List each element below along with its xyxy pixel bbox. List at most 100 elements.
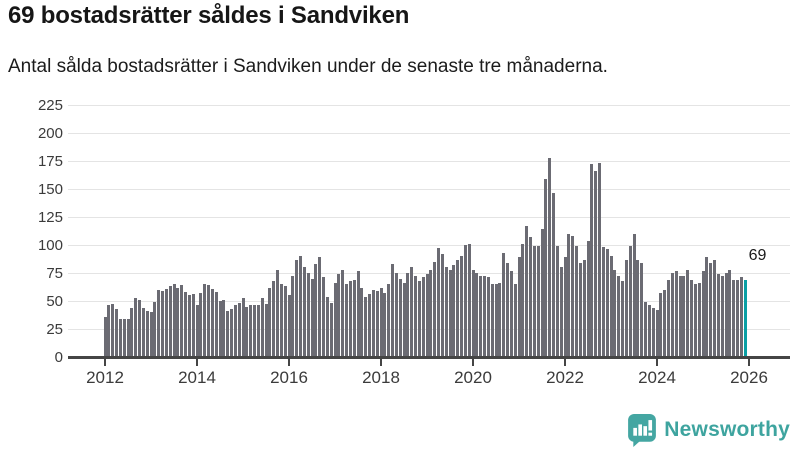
bar <box>222 299 226 357</box>
bar <box>601 247 605 357</box>
bar <box>352 279 356 357</box>
bar <box>115 308 118 357</box>
bar <box>138 299 141 357</box>
bar <box>295 259 299 357</box>
bar <box>705 257 709 357</box>
bar <box>636 259 640 357</box>
bar <box>230 308 233 357</box>
bar <box>471 269 475 357</box>
bar <box>184 292 187 357</box>
x-axis-tick <box>288 359 290 366</box>
bar <box>605 249 609 357</box>
bar <box>709 262 713 357</box>
bar <box>655 309 659 357</box>
bar <box>245 306 249 357</box>
x-axis-tick <box>748 359 750 366</box>
bar <box>486 277 490 357</box>
bar <box>502 252 506 357</box>
bar <box>670 273 674 357</box>
y-axis-label: 125 <box>37 208 63 226</box>
bar <box>176 287 180 357</box>
bar <box>302 267 306 357</box>
chart-title: 69 bostadsrätter såldes i Sandviken <box>8 2 410 29</box>
bar <box>387 284 391 357</box>
bar <box>141 307 145 357</box>
bar <box>582 259 586 357</box>
bar <box>191 294 195 357</box>
bar <box>130 307 134 357</box>
bar <box>337 274 341 357</box>
y-axis-label: 100 <box>37 236 63 254</box>
bar <box>739 277 743 357</box>
y-axis-label: 150 <box>37 180 63 198</box>
bar <box>701 270 705 357</box>
bar <box>268 287 272 357</box>
bar <box>513 284 517 357</box>
bar <box>728 269 732 357</box>
x-axis-label: 2016 <box>270 368 308 387</box>
y-axis-label: 225 <box>37 96 63 114</box>
bar <box>697 283 701 357</box>
gridline <box>68 188 790 190</box>
bar <box>310 278 314 357</box>
bar <box>287 295 291 357</box>
bar <box>463 245 467 357</box>
bar <box>345 284 348 357</box>
gridline <box>68 244 790 246</box>
last-value-label: 69 <box>748 246 767 264</box>
bar <box>713 259 716 357</box>
bar <box>552 193 555 357</box>
bar <box>678 276 682 357</box>
bar <box>149 312 153 357</box>
bar <box>341 269 345 357</box>
y-axis-label: 0 <box>54 348 63 366</box>
x-axis-label: 2024 <box>638 368 676 387</box>
bar <box>559 267 563 357</box>
bar <box>494 284 498 357</box>
bar <box>318 257 322 357</box>
bar <box>716 274 720 357</box>
y-axis-label: 175 <box>37 152 63 170</box>
bar <box>429 269 433 357</box>
bar <box>207 285 210 357</box>
bar <box>276 269 279 357</box>
bar <box>532 246 536 357</box>
bar <box>375 290 379 357</box>
bar <box>575 246 578 357</box>
bar <box>456 259 460 357</box>
chart-subtitle: Antal sålda bostadsrätter i Sandviken un… <box>8 56 608 77</box>
bar <box>233 305 237 357</box>
bar <box>483 276 486 357</box>
bar <box>621 280 624 357</box>
bar <box>122 318 126 357</box>
newsworthy-logo-text: Newsworthy <box>664 418 790 441</box>
bar <box>690 279 693 357</box>
bar <box>379 287 383 357</box>
gridline <box>68 272 790 274</box>
newsworthy-logo-icon <box>628 413 657 447</box>
bar <box>299 256 302 357</box>
bar <box>272 280 276 357</box>
bar <box>360 287 364 357</box>
bar <box>651 307 655 357</box>
bar <box>628 246 632 357</box>
bar <box>647 305 651 357</box>
bar <box>598 163 601 357</box>
bar <box>383 293 387 357</box>
bar <box>260 297 264 357</box>
bar <box>256 305 260 357</box>
bar <box>693 284 697 357</box>
bar <box>118 318 122 357</box>
bar <box>168 286 172 357</box>
bar <box>161 290 164 357</box>
bar <box>126 318 130 357</box>
bar <box>686 269 690 357</box>
highlight-bar <box>743 279 747 357</box>
x-axis-label: 2022 <box>546 368 584 387</box>
y-axis-label: 25 <box>46 320 63 338</box>
bar <box>624 259 628 357</box>
bar <box>720 276 724 357</box>
bar <box>402 283 406 357</box>
bar <box>199 293 203 357</box>
bar <box>368 294 371 357</box>
